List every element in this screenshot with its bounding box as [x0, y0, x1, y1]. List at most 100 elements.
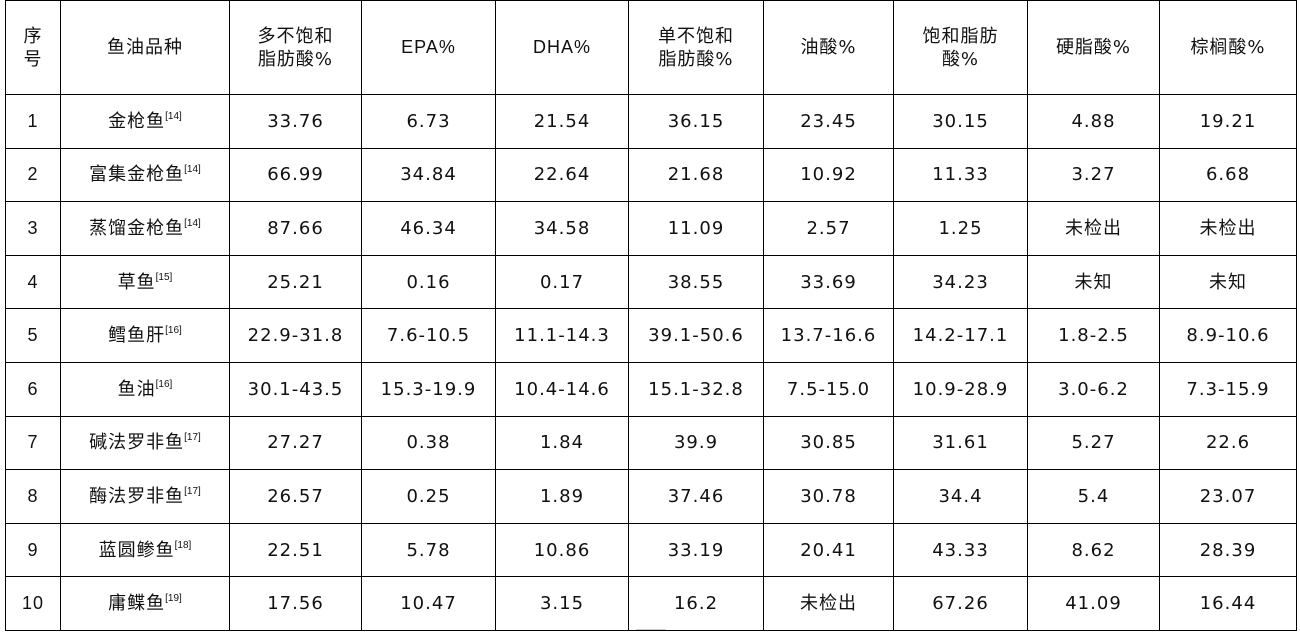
fish-oil-fatty-acid-table: 序 号 鱼油品种 多不饱和 脂肪酸% EPA% DHA% 单不饱和 脂肪酸% 油…	[5, 0, 1297, 631]
cell-stearic: 5.4	[1027, 469, 1160, 524]
cell-palmitic: 未知	[1159, 254, 1297, 310]
header-dha: DHA%	[495, 0, 629, 95]
cell-variety: 蓝圆鲹鱼[18]	[60, 522, 230, 578]
cell-epa: 7.6-10.5	[361, 308, 496, 363]
variety-name: 金枪鱼	[108, 110, 166, 132]
header-stearic: 硬脂酸%	[1027, 0, 1160, 95]
cell-palmitic: 未检出	[1159, 201, 1297, 256]
citation-ref: [17]	[184, 432, 201, 444]
variety-name: 庸鲽鱼	[108, 593, 166, 615]
cell-palmitic: 6.68	[1159, 147, 1297, 203]
table-row: 4 草鱼[15] 25.21 0.16 0.17 38.55 33.69 34.…	[5, 254, 1297, 310]
cell-seq: 9	[5, 522, 61, 578]
header-mufa-line2: 脂肪酸%	[658, 48, 734, 70]
cell-epa: 34.84	[361, 147, 496, 203]
table-row: 10 庸鲽鱼[19] 17.56 10.47 3.15 16.2 未检出 67.…	[5, 576, 1297, 631]
cell-oleic: 20.41	[763, 522, 894, 578]
cell-mufa: 15.1-32.8	[628, 361, 764, 417]
cell-epa: 0.16	[361, 254, 496, 310]
cell-pufa: 22.51	[229, 522, 362, 578]
cell-oleic: 23.45	[763, 94, 894, 149]
cell-oleic: 33.69	[763, 254, 894, 310]
header-seq-line1: 序	[23, 25, 43, 47]
cell-stearic: 1.8-2.5	[1027, 308, 1160, 363]
cell-mufa: 16.2	[628, 576, 764, 631]
cell-seq: 5	[5, 308, 61, 363]
cell-oleic: 7.5-15.0	[763, 361, 894, 417]
cell-stearic: 未检出	[1027, 201, 1160, 256]
header-pufa-line2: 脂肪酸%	[257, 48, 334, 70]
cell-palmitic: 8.9-10.6	[1159, 308, 1297, 363]
cell-epa: 5.78	[361, 522, 496, 578]
cell-palmitic: 28.39	[1159, 522, 1297, 578]
header-oleic: 油酸%	[763, 0, 894, 95]
cell-dha: 34.58	[495, 201, 629, 256]
variety-name: 草鱼	[117, 271, 156, 293]
cell-sfa: 34.4	[893, 469, 1028, 524]
cell-stearic: 8.62	[1027, 522, 1160, 578]
cell-palmitic: 16.44	[1159, 576, 1297, 631]
cell-dha: 11.1-14.3	[495, 308, 629, 363]
cell-pufa: 66.99	[229, 147, 362, 203]
cell-seq: 7	[5, 415, 61, 471]
cell-dha: 1.84	[495, 415, 629, 471]
cell-mufa: 37.46	[628, 469, 764, 524]
cell-stearic: 5.27	[1027, 415, 1160, 471]
header-sfa-line1: 饱和脂肪	[922, 25, 999, 47]
variety-name: 酶法罗非鱼	[89, 485, 185, 507]
cell-stearic: 3.0-6.2	[1027, 361, 1160, 417]
cell-pufa: 25.21	[229, 254, 362, 310]
citation-ref: [15]	[155, 271, 173, 283]
citation-ref: [17]	[184, 485, 201, 497]
citation-ref: [16]	[165, 325, 182, 337]
cell-sfa: 43.33	[893, 522, 1028, 578]
table-row: 9 蓝圆鲹鱼[18] 22.51 5.78 10.86 33.19 20.41 …	[5, 522, 1297, 578]
cell-pufa: 26.57	[229, 469, 362, 524]
cell-epa: 6.73	[361, 94, 496, 149]
table-row: 7 碱法罗非鱼[17] 27.27 0.38 1.84 39.9 30.85 3…	[5, 415, 1297, 471]
cell-variety: 鳕鱼肝[16]	[60, 308, 230, 363]
table-row: 3 蒸馏金枪鱼[14] 87.66 46.34 34.58 11.09 2.57…	[5, 201, 1297, 256]
cell-mufa: 11.09	[628, 201, 764, 256]
table-body: 1 金枪鱼[14] 33.76 6.73 21.54 36.15 23.45 3…	[5, 94, 1297, 631]
cell-pufa: 27.27	[229, 415, 362, 471]
citation-ref: [18]	[174, 539, 192, 551]
citation-ref: [14]	[184, 217, 201, 229]
table-row: 2 富集金枪鱼[14] 66.99 34.84 22.64 21.68 10.9…	[5, 147, 1297, 203]
cell-variety: 酶法罗非鱼[17]	[60, 469, 230, 524]
table-row: 1 金枪鱼[14] 33.76 6.73 21.54 36.15 23.45 3…	[5, 94, 1297, 149]
cell-oleic: 30.85	[763, 415, 894, 471]
cell-dha: 22.64	[495, 147, 629, 203]
citation-ref: [14]	[184, 164, 201, 176]
cell-seq: 6	[5, 361, 61, 417]
cell-dha: 0.17	[495, 254, 629, 310]
cell-pufa: 17.56	[229, 576, 362, 631]
header-pufa: 多不饱和 脂肪酸%	[229, 0, 362, 95]
cell-oleic: 10.92	[763, 147, 894, 203]
header-sfa: 饱和脂肪 酸%	[893, 0, 1028, 95]
cell-pufa: 33.76	[229, 94, 362, 149]
page-edge-mark	[636, 629, 666, 630]
cell-variety: 蒸馏金枪鱼[14]	[60, 201, 230, 256]
table-row: 8 酶法罗非鱼[17] 26.57 0.25 1.89 37.46 30.78 …	[5, 469, 1297, 524]
header-pufa-line1: 多不饱和	[257, 25, 334, 47]
cell-sfa: 11.33	[893, 147, 1028, 203]
cell-sfa: 10.9-28.9	[893, 361, 1028, 417]
cell-epa: 46.34	[361, 201, 496, 256]
cell-palmitic: 7.3-15.9	[1159, 361, 1297, 417]
cell-dha: 10.86	[495, 522, 629, 578]
header-palmitic: 棕榈酸%	[1159, 0, 1297, 95]
cell-dha: 21.54	[495, 94, 629, 149]
cell-seq: 8	[5, 469, 61, 524]
cell-seq: 4	[5, 254, 61, 310]
cell-mufa: 33.19	[628, 522, 764, 578]
cell-mufa: 39.1-50.6	[628, 308, 764, 363]
cell-sfa: 1.25	[893, 201, 1028, 256]
variety-name: 碱法罗非鱼	[89, 432, 185, 454]
cell-variety: 碱法罗非鱼[17]	[60, 415, 230, 471]
cell-stearic: 4.88	[1027, 94, 1160, 149]
cell-dha: 10.4-14.6	[495, 361, 629, 417]
cell-oleic: 未检出	[763, 576, 894, 631]
cell-seq: 10	[5, 576, 61, 631]
cell-epa: 0.25	[361, 469, 496, 524]
